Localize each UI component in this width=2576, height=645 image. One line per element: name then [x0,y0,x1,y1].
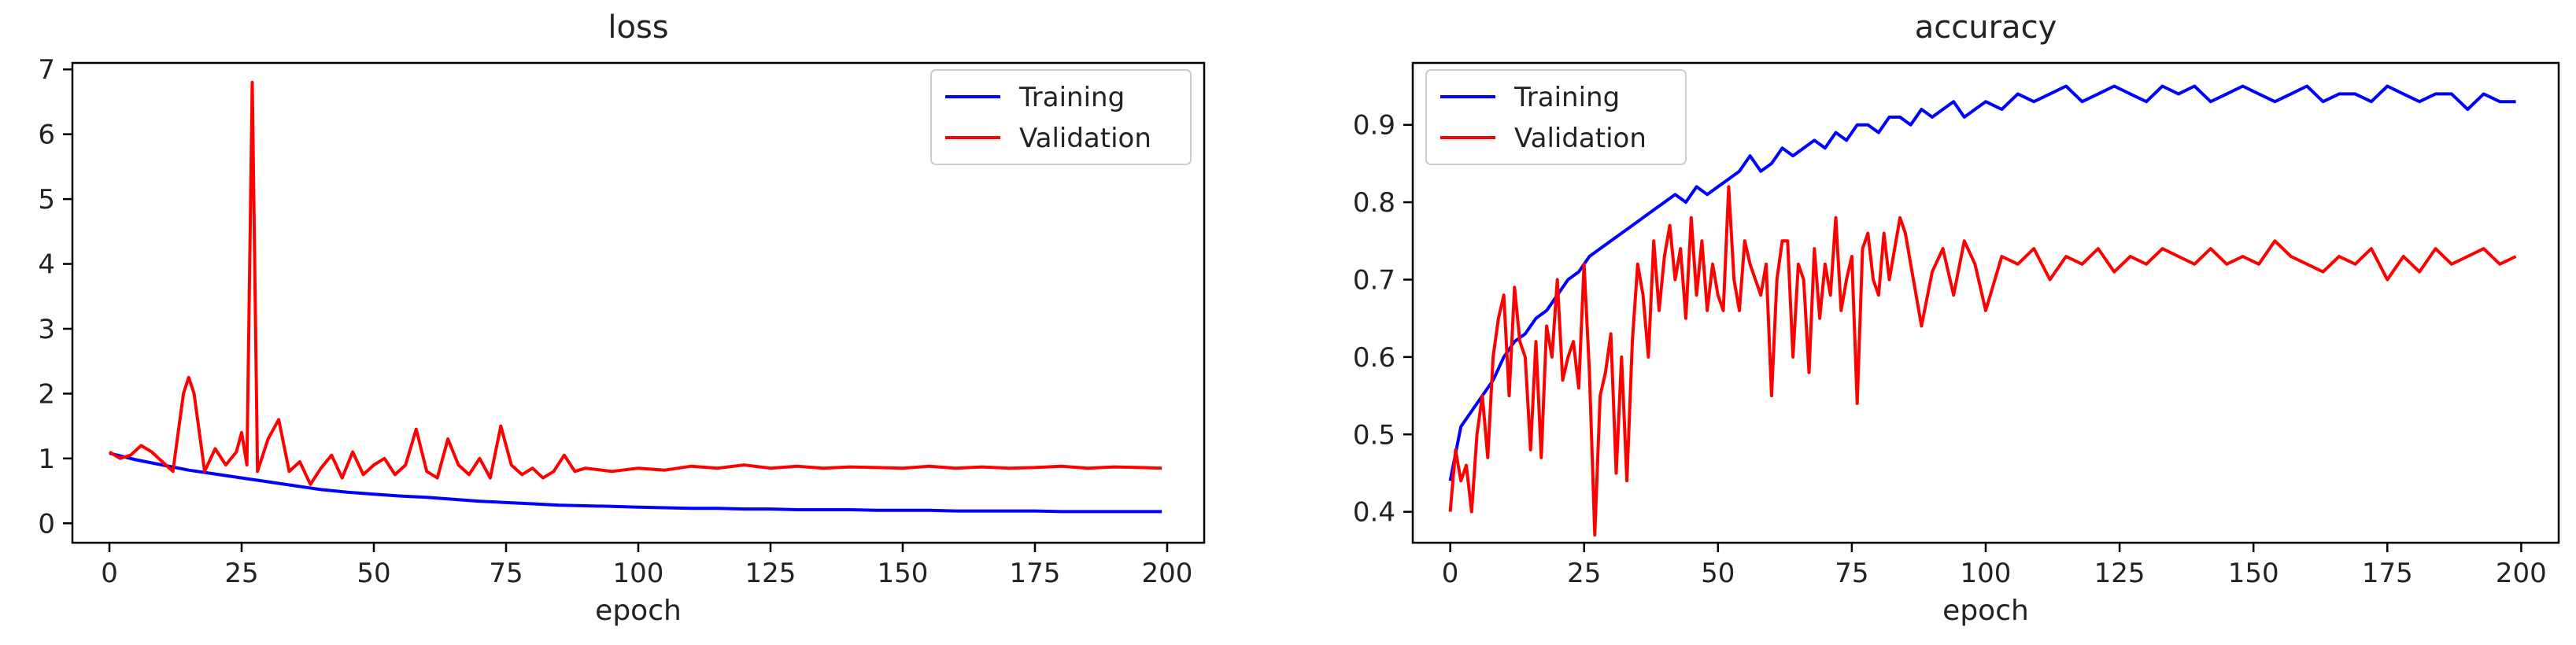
loss-xtick-label: 50 [357,558,390,589]
loss-chart-title: loss [608,9,668,46]
loss-xtick-label: 75 [489,558,523,589]
accuracy-ytick-label: 0.5 [1353,419,1395,451]
accuracy-ytick-label: 0.8 [1353,187,1395,219]
accuracy-ytick-label: 0.7 [1353,264,1395,296]
loss-chart: loss epoch 0 25 50 75 100 125 150 175 200 0 1 2 3 4 5 6… [38,9,1206,627]
accuracy-legend-label-training: Training [1513,82,1620,113]
accuracy-xtick-label: 125 [2094,558,2145,589]
loss-ytick-label: 3 [38,314,55,345]
accuracy-ytick-label: 0.6 [1353,342,1395,374]
loss-xtick-label: 125 [745,558,796,589]
accuracy-xtick-label: 75 [1835,558,1868,589]
loss-xtick-label: 25 [224,558,258,589]
loss-xtick-label: 175 [1010,558,1061,589]
loss-series-training-line [109,452,1162,514]
accuracy-xtick-label: 0 [1442,558,1459,589]
accuracy-xtick-label: 100 [1961,558,2012,589]
loss-xtick-label: 100 [613,558,664,589]
accuracy-xtick-label: 25 [1567,558,1601,589]
accuracy-chart-xlabel: epoch [1942,595,2029,627]
loss-ytick-label: 4 [38,249,55,281]
accuracy-ytick-label: 0.4 [1353,497,1395,529]
loss-xtick-label: 0 [101,558,118,589]
loss-ytick-label: 1 [38,444,55,475]
loss-legend-box [930,69,1192,165]
accuracy-legend-box [1425,69,1687,165]
loss-ytick-label: 0 [38,508,55,540]
loss-chart-xlabel: epoch [595,595,682,627]
accuracy-xtick-label: 200 [2496,558,2547,589]
accuracy-xtick-label: 50 [1701,558,1735,589]
loss-ytick-label: 7 [38,54,55,86]
accuracy-series-training-line [1448,84,2516,481]
accuracy-xtick-label: 150 [2228,558,2279,589]
loss-legend-label-validation: Validation [1019,123,1151,154]
loss-series-validation-line [108,80,1162,486]
accuracy-series-validation-line [1448,185,2517,537]
loss-ytick-label: 5 [38,184,55,216]
loss-xtick-label: 200 [1142,558,1193,589]
accuracy-legend-label-validation: Validation [1514,123,1646,154]
accuracy-legend: Training Validation [1425,69,1687,165]
loss-legend-label-training: Training [1018,82,1125,113]
accuracy-chart: accuracy epoch 0 25 50 75 100 125 150 175 200 0.4… [1353,9,2560,627]
loss-ytick-label: 6 [38,120,55,151]
loss-xtick-label: 150 [878,558,929,589]
accuracy-chart-title: accuracy [1915,9,2057,46]
loss-legend: Training Validation [930,69,1192,165]
loss-ytick-label: 2 [38,378,55,410]
accuracy-ytick-label: 0.9 [1353,110,1395,142]
accuracy-xtick-label: 175 [2362,558,2413,589]
